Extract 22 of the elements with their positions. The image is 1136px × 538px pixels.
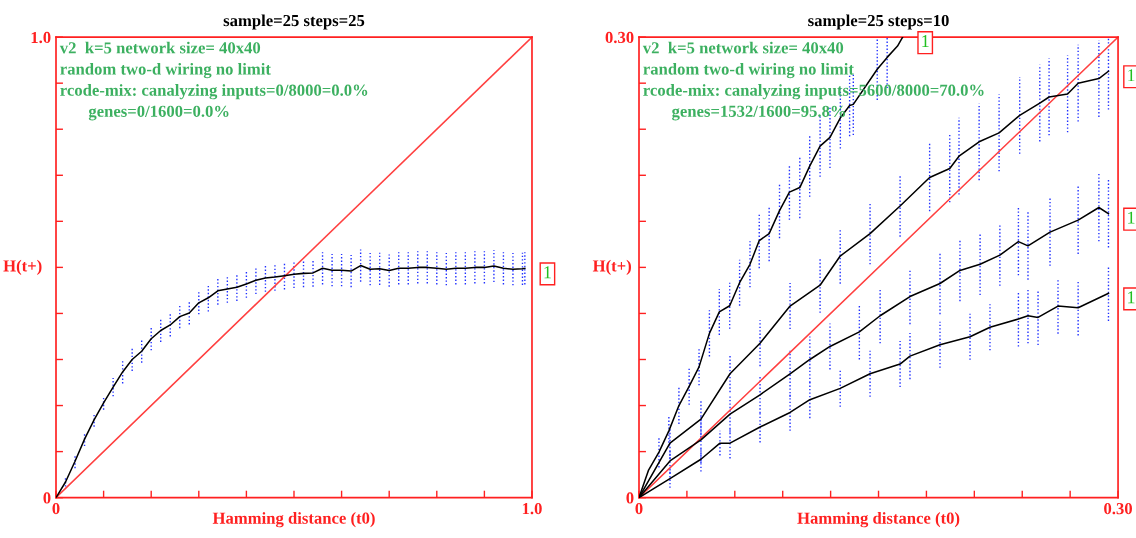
x-tick-label: 0.30 xyxy=(1104,502,1132,515)
series-label: 1 xyxy=(1128,291,1135,304)
x-tick-label: 0 xyxy=(635,502,643,515)
series-label: 1 xyxy=(1128,69,1135,82)
x-tick-label: 1.0 xyxy=(522,502,542,515)
x-tick-label: 0 xyxy=(52,502,60,515)
y-axis-title: H(t+) xyxy=(3,259,42,275)
series-label: 1 xyxy=(1128,211,1135,224)
chart-title: sample=25 steps=25 xyxy=(223,14,365,30)
annotation: genes=0/1600=0.0% xyxy=(88,105,229,121)
x-axis-title: Hamming distance (t0) xyxy=(797,512,960,528)
line-series xyxy=(56,264,526,498)
annotation: v2 k=5 network size= 40x40 xyxy=(59,41,261,54)
series-label: 1 xyxy=(544,266,551,279)
y-axis-title: H(t+) xyxy=(592,259,631,275)
annotation: random two-d wiring no limit xyxy=(643,62,854,79)
chart-title: sample=25 steps=10 xyxy=(808,14,949,30)
x-axis-title: Hamming distance (t0) xyxy=(212,512,375,528)
series-label: 1 xyxy=(922,35,929,48)
annotation: rcode-mix: canalyzing inputs=0/8000=0.0% xyxy=(60,84,368,100)
annotation: random two-d wiring no limit xyxy=(60,62,271,79)
annotation: v2 k=5 network size= 40x40 xyxy=(642,41,844,54)
